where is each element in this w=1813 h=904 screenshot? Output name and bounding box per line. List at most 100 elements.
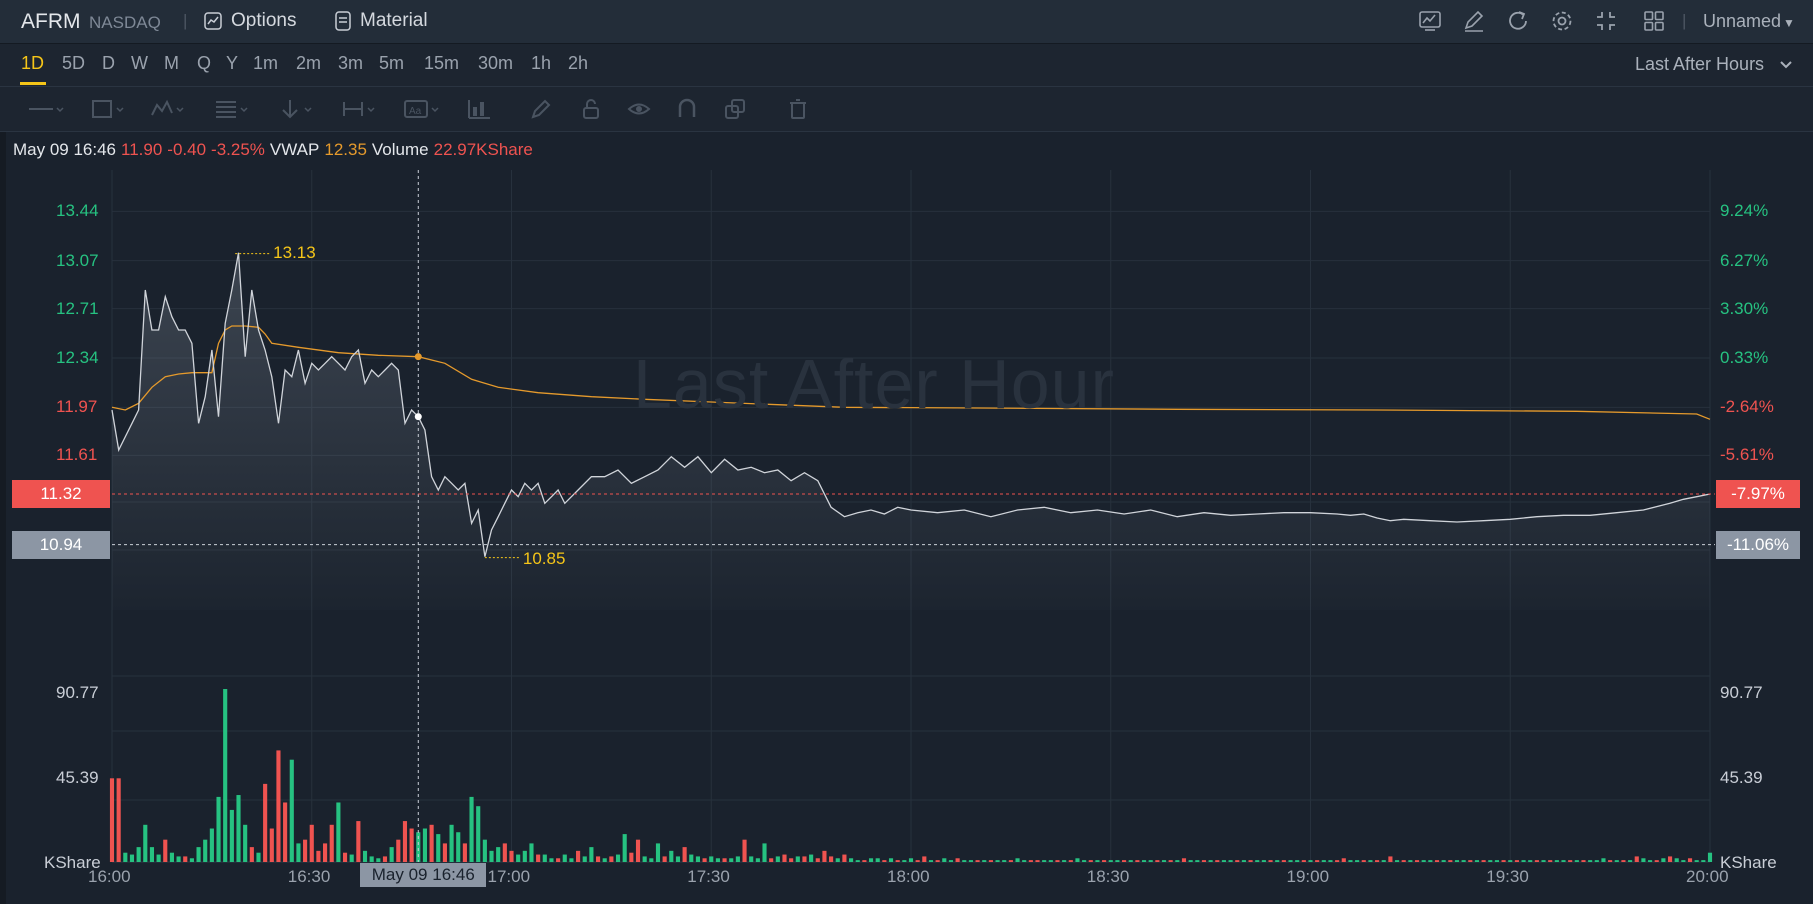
volume-bar [1261,860,1266,862]
volume-bar [1055,860,1060,862]
crosshair-pct-tag: -11.06% [1716,530,1800,559]
text-tool-icon[interactable]: Aa [403,97,443,121]
volume-bar [1588,860,1593,862]
volume-bar [1414,860,1420,862]
volume-bar [1328,860,1333,862]
options-button[interactable]: Options [203,9,296,33]
eye-icon[interactable] [627,97,651,121]
volume-bar [389,847,394,862]
volume-bar [842,854,847,862]
volume-bar [1075,858,1080,862]
volume-bar [1102,860,1107,862]
volume-bar [695,856,700,862]
timeframe-2h[interactable]: 2h [568,53,589,73]
rectangle-tool-icon[interactable] [90,97,130,121]
pattern-tool-icon[interactable] [150,97,190,121]
volume-bar [323,843,328,862]
symbol-label[interactable]: AFRM [21,10,81,33]
volume-bar [1048,860,1053,862]
chart-type-icon[interactable] [1417,8,1443,34]
volume-bar [589,847,594,862]
volume-bar [1215,860,1220,862]
svg-text:Aa: Aa [409,106,422,117]
volume-bar [316,850,321,862]
volume-bar [263,783,268,862]
timeframe-5d[interactable]: 5D [62,53,86,73]
volume-bar [1082,860,1087,862]
volume-bar [1295,860,1300,862]
volume-bar [269,828,274,862]
timeframe-y[interactable]: Y [226,53,239,73]
crosshair-price-dot [414,413,422,421]
volume-bar [116,778,121,862]
volume-bar [562,854,567,862]
timeframe-5m[interactable]: 5m [379,53,405,73]
volume-bar [409,828,414,862]
volume-bar [542,854,547,862]
volume-bar [1548,860,1553,862]
lock-icon[interactable] [579,97,603,121]
volume-bar [489,850,494,862]
fib-tool-icon[interactable] [214,97,254,121]
clone-icon[interactable] [723,97,747,121]
indicator-tool-icon[interactable] [466,97,496,121]
volume-bar [1594,860,1599,862]
volume-bar [469,796,474,862]
material-button[interactable]: Material [334,9,428,33]
y-axis-left-tick: 12.34 [56,348,99,367]
measure-tool-icon[interactable] [341,97,381,121]
fullscreen-icon[interactable] [1593,8,1619,34]
session-selector[interactable]: Last After Hours [1635,54,1793,75]
y-axis-left-tick: 12.71 [56,298,99,318]
refresh-icon[interactable] [1505,8,1531,34]
legend-change: -0.40 [167,140,207,159]
timeframe-3m[interactable]: 3m [338,53,364,73]
volume-bar [769,858,774,862]
pencil-icon[interactable] [529,97,553,121]
volume-bar [749,856,754,862]
magnet-icon[interactable] [675,97,699,121]
trash-icon[interactable] [786,97,810,121]
draw-icon[interactable] [1461,8,1487,34]
volume-bar [1095,860,1100,862]
volume-bar [243,824,248,862]
settings-icon[interactable] [1549,8,1575,34]
volume-bar [482,839,487,862]
timeframe-15m[interactable]: 15m [424,53,460,73]
volume-bar [775,856,780,862]
volume-bar [442,843,447,862]
timeframe-1h[interactable]: 1h [531,53,552,73]
layout-name-dropdown[interactable]: Unnamed ▼ [1703,11,1795,32]
legend-date: May 09 16:46 [13,140,117,159]
volume-bar [729,858,734,862]
volume-bar [1461,860,1466,862]
timeframe-w[interactable]: W [131,53,148,73]
volume-bar [1568,860,1573,862]
arrow-tool-icon[interactable] [278,97,318,121]
line-tool-icon[interactable] [27,97,67,121]
volume-bar [396,839,401,862]
volume-bar [715,858,720,862]
timeframe-d[interactable]: D [102,53,115,73]
volume-bar [123,852,128,862]
timeframe-1m[interactable]: 1m [253,53,279,73]
divider: | [183,11,188,30]
timeframe-m[interactable]: M [164,53,179,73]
layout-grid-icon[interactable] [1641,8,1667,34]
left-edge-strip [0,131,6,904]
volume-bar [1281,860,1286,862]
exchange-label: NASDAQ [89,13,161,32]
volume-bar [502,843,507,862]
volume-bar [649,858,654,862]
volume-bar [1448,860,1453,862]
y-axis-left-tick: 13.07 [56,250,99,270]
timeframe-q[interactable]: Q [197,53,212,73]
timeframe-30m[interactable]: 30m [478,53,514,73]
timeframe-2m[interactable]: 2m [296,53,322,73]
chart-legend: May 09 16:46 11.90 -0.40 -3.25% VWAP 12.35 Vol… [13,140,538,160]
volume-bar [223,689,228,862]
volume-bar [1002,860,1007,862]
volume-bar [902,860,907,862]
volume-bar [928,860,934,862]
timeframe-1d[interactable]: 1D [21,53,45,73]
